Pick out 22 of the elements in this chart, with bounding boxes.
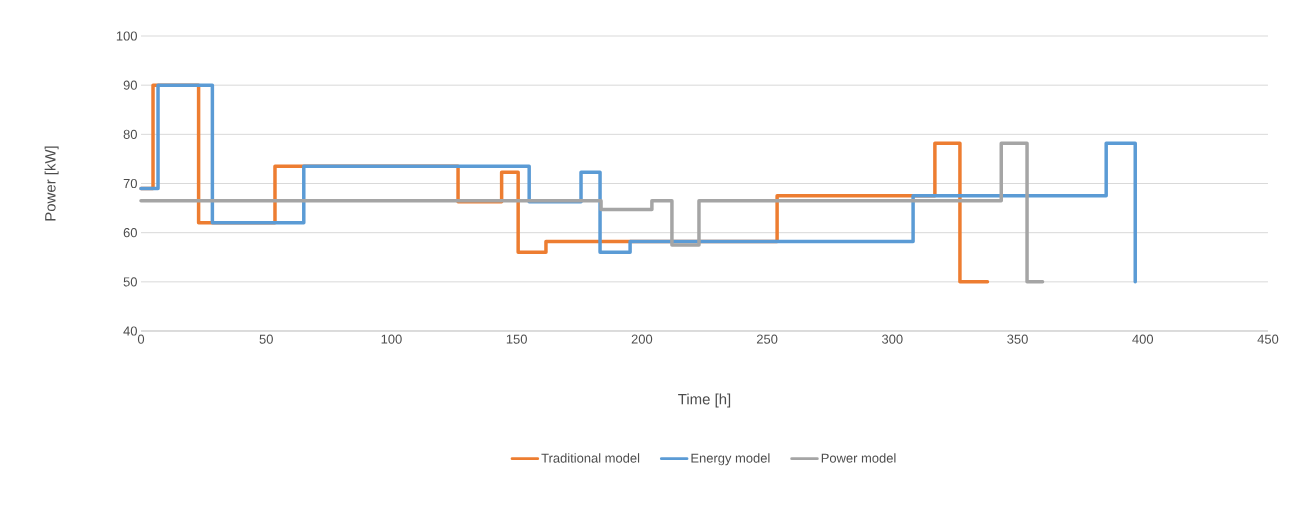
x-tick-label: 450: [1257, 334, 1279, 344]
x-axis-title: Time [h]: [678, 393, 731, 408]
x-tick-label: 250: [756, 334, 778, 344]
x-tick-label: 150: [506, 334, 527, 344]
legend-label: Energy model: [691, 453, 770, 466]
x-tick-label: 400: [1132, 334, 1154, 344]
y-tick-label: 90: [123, 80, 137, 90]
x-tick-label: 100: [381, 334, 402, 344]
legend-label: Traditional model: [541, 453, 640, 463]
y-tick-label: 80: [123, 129, 137, 139]
y-tick-label: 50: [123, 277, 137, 287]
y-tick-label: 60: [123, 228, 137, 238]
legend-label: Power model: [821, 453, 896, 463]
y-axis-title: Power [kW]: [44, 146, 59, 221]
x-tick-label: 200: [631, 334, 653, 344]
y-tick-label: 70: [123, 178, 137, 189]
y-tick-label: 100: [116, 31, 137, 41]
y-tick-label: 40: [123, 326, 137, 336]
x-tick-label: 50: [259, 334, 273, 344]
x-tick-label: 300: [882, 334, 903, 344]
x-tick-label: 350: [1007, 334, 1028, 344]
x-tick-label: 0: [137, 334, 145, 344]
